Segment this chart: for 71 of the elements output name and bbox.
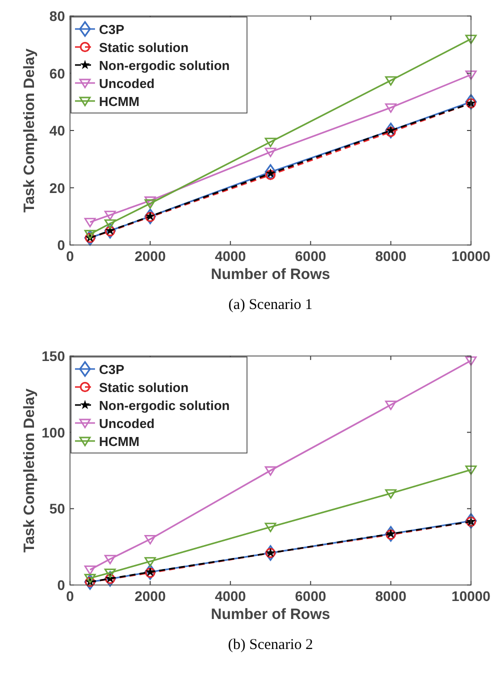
- point: [385, 526, 397, 542]
- x-tick-label: 8000: [375, 588, 407, 604]
- y-tick-label: 20: [49, 180, 66, 196]
- x-tick-label: 4000: [214, 588, 246, 604]
- x-tick-label: 2000: [134, 588, 166, 604]
- y-tick-label: 40: [49, 122, 66, 138]
- point: [264, 148, 276, 158]
- point: [84, 230, 96, 246]
- legend-label: C3P: [99, 22, 125, 37]
- legend-label: Non-ergodic solution: [99, 58, 230, 73]
- point: [264, 466, 276, 476]
- y-tick-label: 100: [42, 424, 66, 440]
- text: (a) Scenario 1: [228, 297, 313, 313]
- x-tick-label: 4000: [214, 248, 246, 264]
- point: [465, 513, 477, 529]
- legend-label: Uncoded: [99, 76, 155, 91]
- point: [264, 138, 276, 148]
- point: [104, 222, 116, 238]
- point: [144, 564, 156, 580]
- y-tick-label: 150: [42, 348, 66, 364]
- point: [104, 571, 116, 587]
- point: [104, 219, 116, 229]
- x-tick-label: 6000: [295, 248, 326, 264]
- point: [104, 210, 116, 220]
- legend-label: Static solution: [99, 40, 189, 55]
- point: [84, 574, 96, 590]
- legend-label: HCMM: [99, 94, 140, 109]
- x-tick-label: 10000: [452, 588, 491, 604]
- y-tick-label: 0: [57, 577, 66, 593]
- x-axis-title: Number of Rows: [210, 606, 330, 623]
- y-axis-title: Task Completion Delay: [21, 48, 38, 212]
- x-tick-label: 6000: [295, 588, 326, 604]
- legend-label: HCMM: [99, 434, 140, 449]
- point: [385, 76, 396, 86]
- legend-label: C3P: [99, 362, 125, 377]
- x-axis-title: Number of Rows: [210, 266, 330, 283]
- x-tick-label: 10000: [452, 248, 491, 264]
- legend-label: Uncoded: [99, 416, 155, 431]
- point: [144, 535, 156, 544]
- y-tick-label: 0: [57, 237, 66, 253]
- point: [264, 164, 276, 180]
- x-tick-label: 8000: [375, 248, 407, 264]
- point: [144, 199, 156, 209]
- point: [385, 122, 397, 138]
- point: [385, 103, 396, 113]
- y-axis-title: Task Completion Delay: [21, 388, 38, 552]
- point: [465, 70, 477, 80]
- point: [465, 94, 477, 110]
- point: [84, 566, 96, 575]
- point: [84, 574, 96, 584]
- point: [264, 545, 276, 561]
- text: (b) Scenario 2: [228, 637, 313, 653]
- y-tick-label: 50: [49, 500, 66, 517]
- point: [104, 568, 116, 578]
- point: [144, 557, 156, 567]
- point: [264, 522, 276, 532]
- point: [144, 196, 156, 206]
- point: [385, 489, 396, 499]
- point: [144, 208, 156, 224]
- y-tick-label: 80: [49, 8, 66, 24]
- point: [465, 34, 477, 44]
- point: [465, 356, 477, 366]
- legend-label: Non-ergodic solution: [99, 398, 230, 413]
- point: [465, 466, 477, 475]
- y-tick-label: 60: [49, 65, 66, 82]
- point: [385, 400, 396, 410]
- point: [104, 554, 116, 564]
- point: [84, 218, 96, 228]
- x-tick-label: 2000: [134, 248, 166, 264]
- legend-label: Static solution: [99, 380, 189, 395]
- point: [84, 230, 96, 240]
